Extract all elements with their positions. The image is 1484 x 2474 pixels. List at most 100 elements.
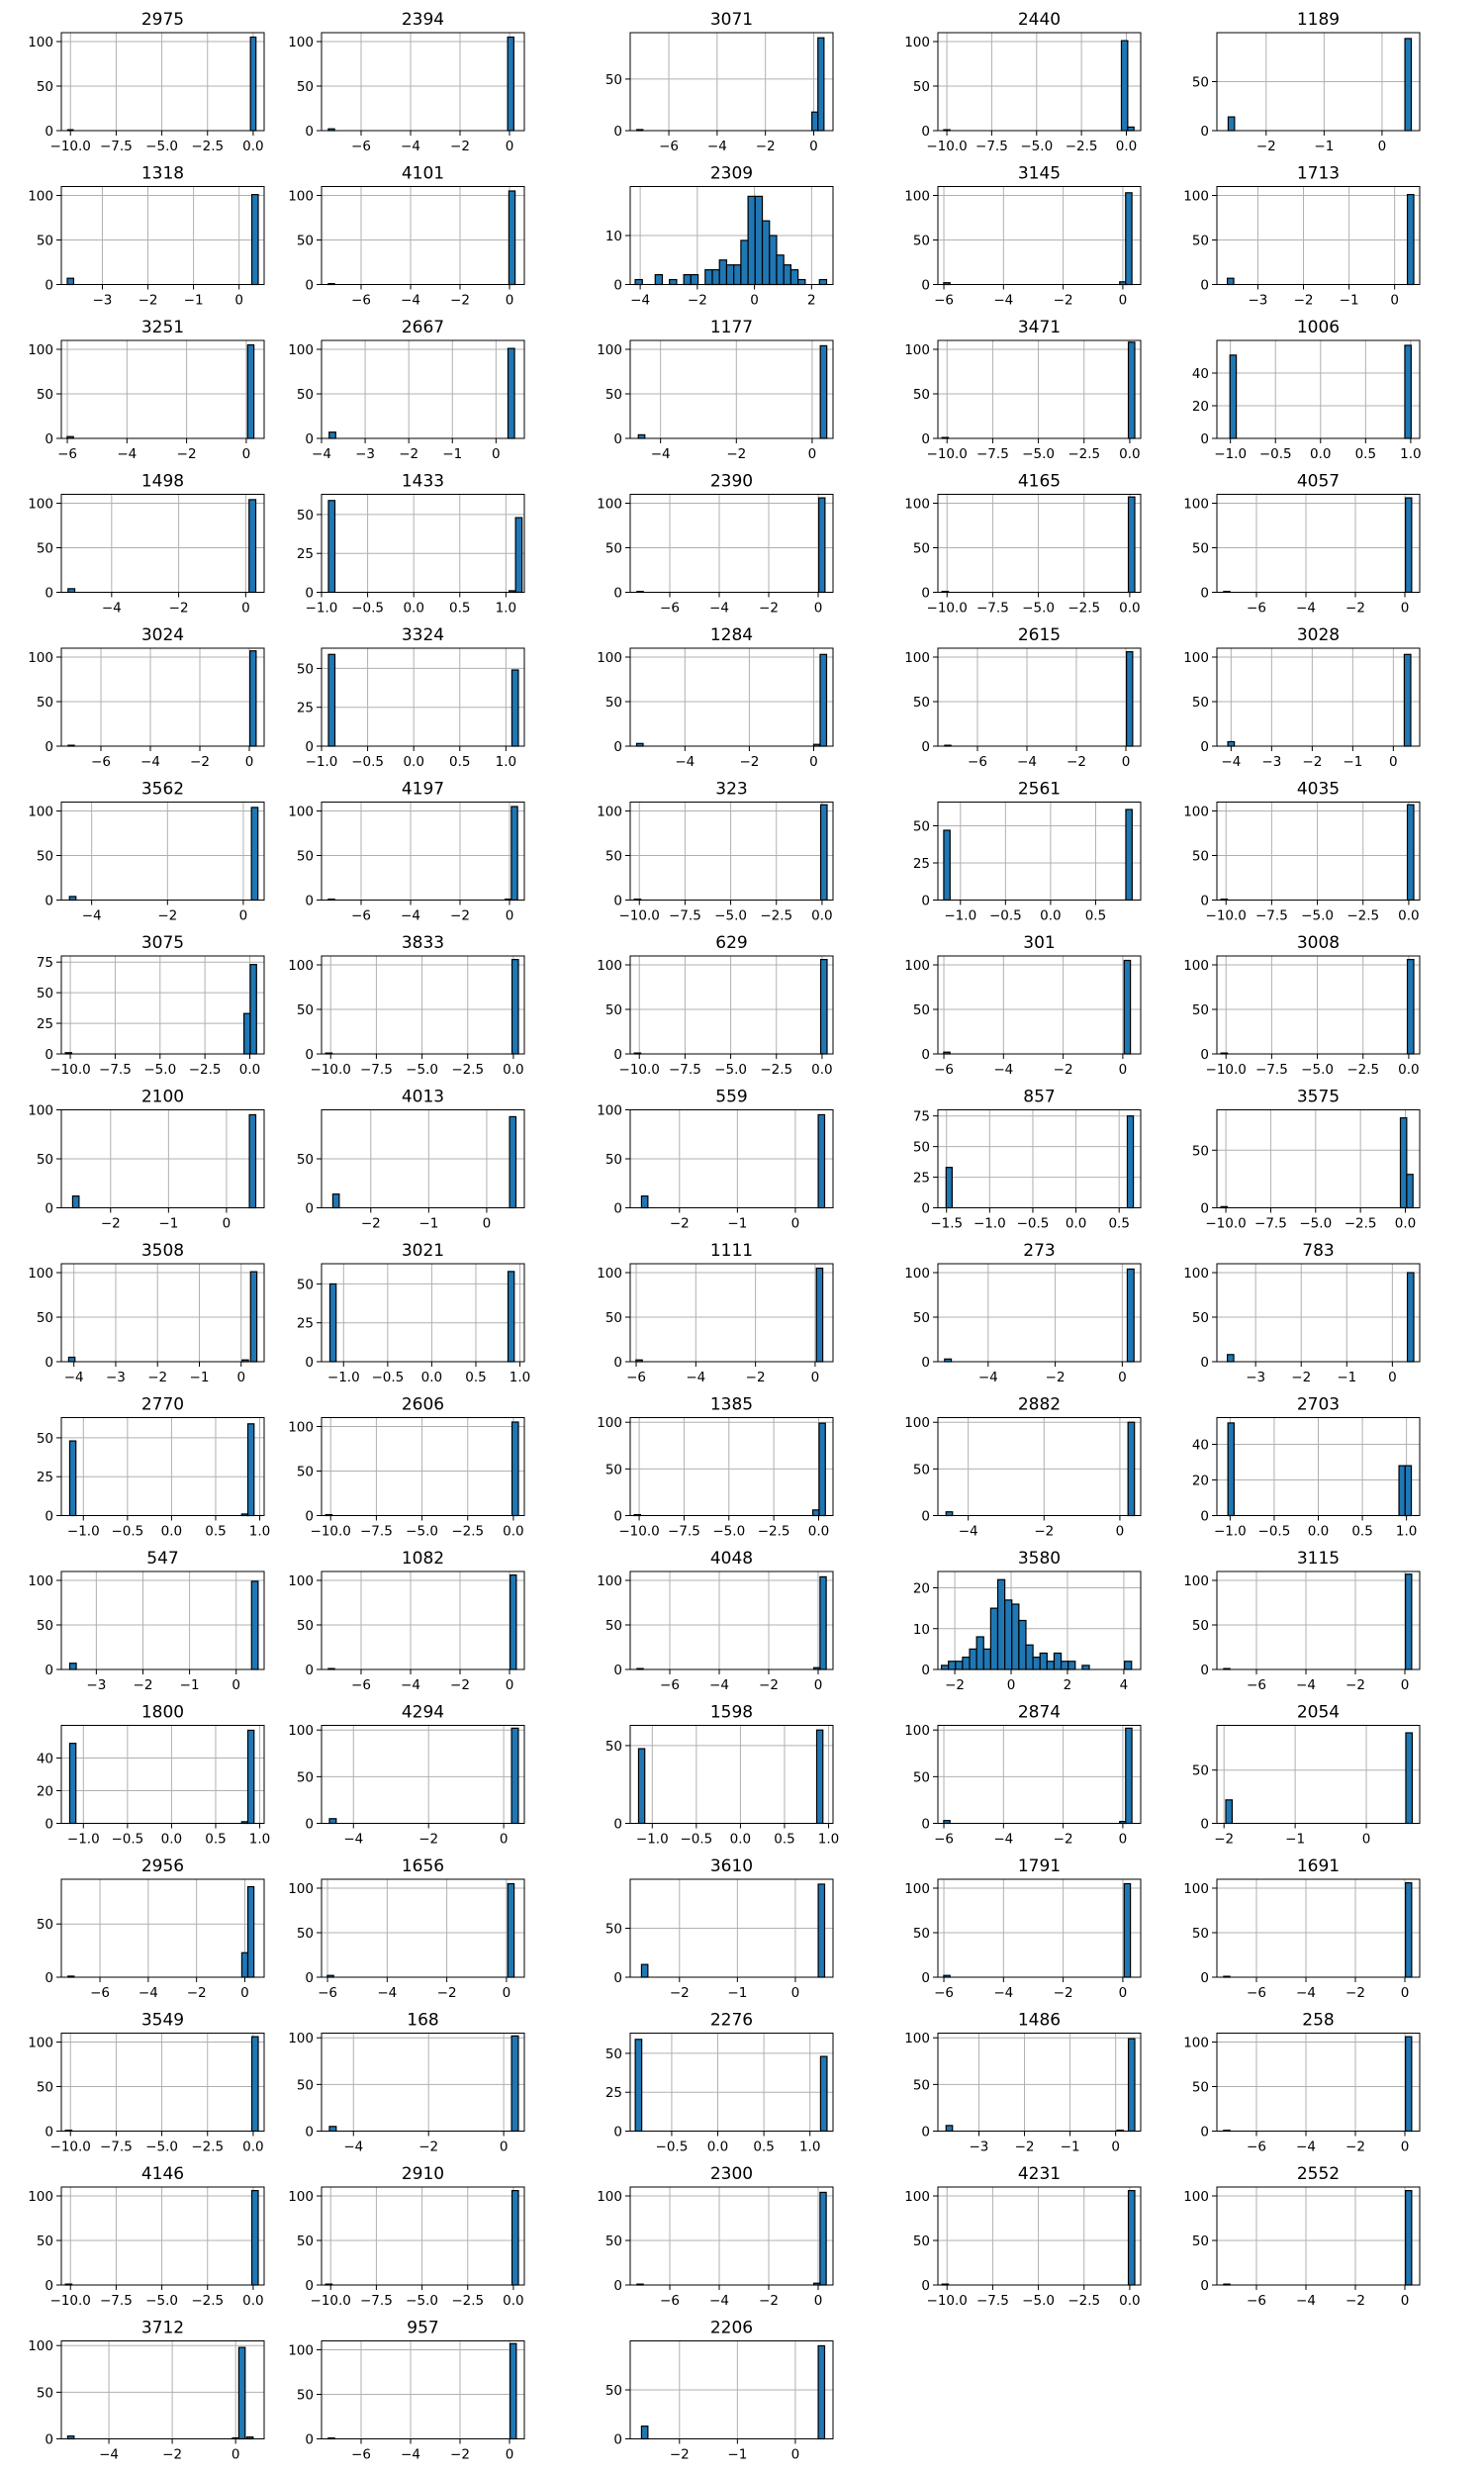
panel-title: 1598 (710, 1703, 753, 1723)
x-tick-label: 0 (1390, 293, 1399, 309)
axes-frame (629, 2186, 834, 2286)
x-tick-label: −1 (190, 1370, 210, 1385)
y-tick-label: 100 (28, 2036, 53, 2051)
histogram-bar (945, 1511, 954, 1517)
histogram-panel: −10.0 −7.5 −5.0 −2.5 0.0 0 50 100 4231 (904, 2164, 1142, 2309)
x-tick-label: 2 (807, 293, 816, 309)
x-tick-label: −4 (117, 446, 137, 462)
histogram-bar (1032, 1657, 1041, 1670)
y-tick-label: 0 (45, 1663, 53, 1678)
x-tick-label: −7.5 (360, 1062, 393, 1078)
axes-frame (321, 1878, 525, 1978)
axes-frame (1216, 1570, 1421, 1670)
histogram-bar (711, 269, 720, 286)
x-tick-label: 0.5 (465, 1370, 486, 1385)
histogram-bar (640, 1963, 649, 1978)
histogram-bar (940, 1665, 950, 1670)
panel-title: 3324 (402, 625, 444, 645)
x-tick-label: −1 (727, 1216, 747, 1232)
x-tick-label: −1 (727, 1985, 747, 2001)
panel-title: 4146 (141, 2164, 184, 2184)
histogram-panel: −6 −4 −2 0 0 50 100 2552 (1183, 2164, 1421, 2309)
x-tick-label: −4 (1296, 601, 1316, 617)
y-tick-label: 0 (305, 1047, 314, 1063)
panel-title: 2882 (1018, 1395, 1061, 1415)
histogram-bar (250, 807, 259, 902)
y-tick-label: 100 (28, 35, 53, 50)
y-tick-label: 0 (45, 586, 53, 602)
y-tick-label: 0 (613, 894, 622, 909)
axes-frame (321, 2340, 525, 2439)
y-tick-label: 0 (1200, 1047, 1209, 1063)
x-tick-label: 0 (1119, 1832, 1128, 1848)
x-tick-label: −1 (727, 2447, 747, 2463)
y-tick-label: 0 (1200, 1817, 1209, 1833)
y-tick-label: 100 (597, 805, 622, 820)
histogram-bar (969, 1648, 977, 1670)
y-tick-label: 50 (605, 1618, 622, 1634)
histogram-bar (945, 2125, 954, 2133)
x-tick-label: −10.0 (1206, 1062, 1247, 1078)
x-tick-label: −2 (190, 754, 210, 770)
x-tick-label: −6 (90, 1985, 110, 2001)
panel-title: 1713 (1297, 164, 1340, 184)
y-tick-label: 0 (613, 1509, 622, 1525)
y-tick-label: 100 (28, 805, 53, 820)
x-tick-label: −2.5 (1345, 1216, 1377, 1232)
panel-title: 1284 (710, 625, 753, 645)
x-tick-label: −2.5 (451, 1062, 484, 1078)
axes-frame (321, 339, 525, 439)
y-tick-label: 100 (597, 1266, 622, 1282)
y-tick-label: 0 (305, 2432, 314, 2448)
x-tick-label: −4 (707, 139, 727, 154)
y-tick-label: 50 (37, 79, 53, 95)
x-tick-label: −10.0 (1206, 908, 1247, 924)
x-tick-label: 0 (483, 1216, 492, 1232)
histogram-bar (1124, 1661, 1133, 1670)
x-tick-label: 0.0 (161, 1832, 182, 1848)
x-tick-label: 0 (1389, 754, 1398, 770)
x-tick-label: 0.5 (1355, 446, 1376, 462)
histogram-bar (328, 431, 336, 439)
x-tick-label: 0 (814, 2293, 823, 2309)
x-tick-label: −1 (1340, 293, 1359, 309)
panel-title: 2552 (1297, 2164, 1340, 2184)
y-tick-label: 100 (597, 1415, 622, 1431)
panel-title: 168 (407, 2011, 438, 2031)
x-tick-label: 0 (241, 601, 250, 617)
y-tick-label: 50 (605, 387, 622, 403)
histogram-bar (811, 1509, 820, 1517)
histogram-bar (249, 964, 257, 1055)
histogram-panel: −6 −4 −2 0 0 50 100 2300 (597, 2164, 834, 2309)
x-tick-label: −2 (1054, 1062, 1073, 1078)
axes-frame (60, 494, 265, 593)
x-tick-label: −4 (1296, 2293, 1316, 2309)
histogram-bar (510, 2342, 517, 2440)
x-tick-label: 0 (809, 139, 818, 154)
x-tick-label: 0.0 (1310, 446, 1331, 462)
y-tick-label: 0 (45, 1970, 53, 1986)
x-tick-label: −7.5 (1255, 1062, 1288, 1078)
axes-frame (1216, 494, 1421, 593)
x-tick-label: −10.0 (927, 446, 968, 462)
x-tick-label: 0 (506, 139, 514, 154)
x-tick-label: 0.0 (811, 908, 832, 924)
panel-title: 3508 (141, 1241, 184, 1261)
y-tick-label: 50 (605, 1310, 622, 1326)
y-tick-label: 50 (605, 2234, 622, 2249)
histogram-bar (68, 1743, 77, 1825)
x-tick-label: −6 (351, 2447, 371, 2463)
histogram-bar (819, 804, 828, 902)
x-tick-label: −6 (934, 1985, 954, 2001)
histogram-panel: −6 −4 −2 0 0 50 100 301 (904, 933, 1142, 1078)
x-tick-label: −2.5 (191, 2140, 224, 2155)
x-tick-label: 0 (814, 1677, 823, 1693)
y-tick-label: 0 (921, 1509, 930, 1525)
histogram-bar (328, 2126, 337, 2133)
x-tick-label: −2 (1294, 293, 1314, 309)
y-tick-label: 50 (37, 2385, 53, 2401)
y-tick-label: 50 (605, 695, 622, 711)
x-tick-label: 1.0 (249, 1832, 270, 1848)
axes-frame (629, 1263, 834, 1363)
y-tick-label: 0 (613, 278, 622, 294)
